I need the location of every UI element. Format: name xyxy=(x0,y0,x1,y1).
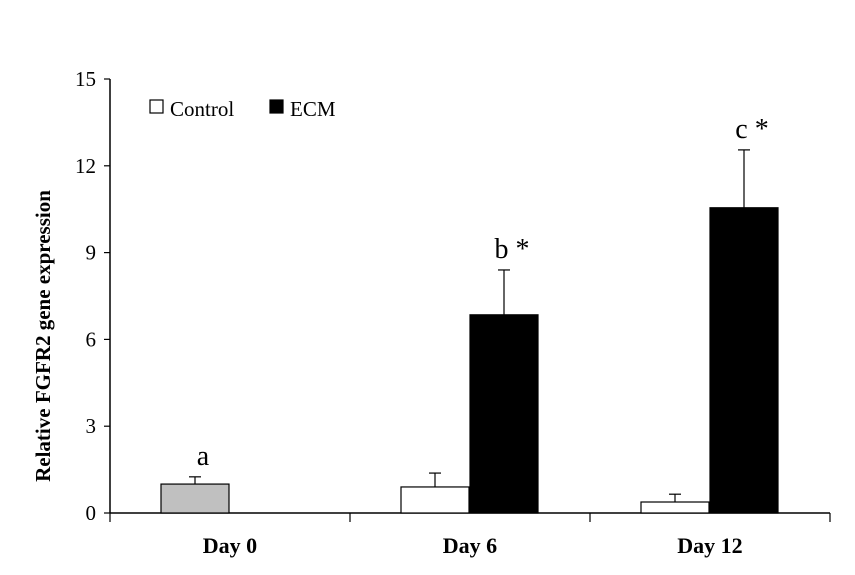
y-axis-label: Relative FGFR2 gene expression xyxy=(31,190,55,482)
legend-label-control: Control xyxy=(170,97,234,121)
x-tick-label: Day 6 xyxy=(443,533,497,558)
significance-label: c * xyxy=(735,114,768,145)
y-tick-label: 0 xyxy=(86,501,97,525)
y-tick-label: 9 xyxy=(86,241,97,265)
significance-label: a xyxy=(197,441,210,472)
y-tick-label: 12 xyxy=(75,154,96,178)
bar-control-day-6 xyxy=(400,486,470,514)
bar-control-day-12 xyxy=(640,501,710,514)
legend-swatch-control xyxy=(149,99,164,114)
x-tick-label: Day 0 xyxy=(203,533,257,558)
bar-control-day-0 xyxy=(160,483,230,514)
bar-ecm-day-12 xyxy=(709,207,779,514)
legend-label-ecm: ECM xyxy=(290,97,336,121)
x-tick-label: Day 12 xyxy=(677,533,742,558)
y-tick-label: 3 xyxy=(86,414,97,438)
y-tick-label: 6 xyxy=(86,327,97,351)
legend-swatch-ecm xyxy=(269,99,284,114)
bar-ecm-day-6 xyxy=(469,314,539,514)
significance-label: b * xyxy=(495,234,530,265)
y-tick-label: 15 xyxy=(75,67,96,91)
